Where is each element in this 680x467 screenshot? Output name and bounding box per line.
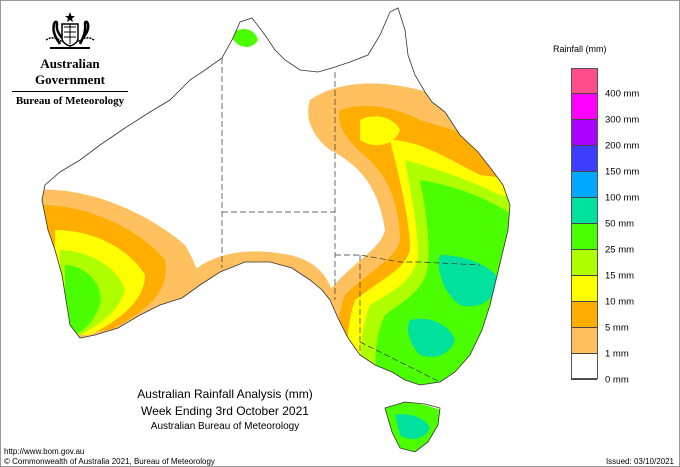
legend-swatch — [571, 328, 597, 354]
legend-swatch — [571, 302, 597, 328]
legend-label: 100 mm — [605, 192, 640, 204]
map-subtitle: Week Ending 3rd October 2021 — [141, 404, 309, 418]
legend-label: 400 mm — [605, 88, 640, 100]
legend-label: 0 mm — [605, 374, 629, 386]
agency-name: Bureau of Meteorology — [15, 95, 125, 107]
legend-swatch — [571, 68, 597, 94]
map-source: Australian Bureau of Meteorology — [150, 421, 300, 432]
org-name: Australian Government — [34, 56, 106, 87]
map-title: Australian Rainfall Analysis (mm) — [137, 387, 313, 401]
legend-swatch — [571, 224, 597, 250]
coastline — [41, 7, 511, 453]
issued-date: Issued: 03/10/2021 — [605, 457, 674, 466]
legend-label: 50 mm — [605, 218, 635, 230]
bom-logo: Australian Government Bureau of Meteorol… — [10, 10, 130, 107]
legend-label: 150 mm — [605, 166, 640, 178]
legend-swatch — [571, 198, 597, 224]
copyright-text: © Commonwealth of Australia 2021, Bureau… — [4, 457, 215, 466]
legend-swatch — [571, 354, 597, 380]
legend-swatch — [571, 120, 597, 146]
coat-of-arms-icon — [45, 12, 95, 49]
legend-label: 15 mm — [605, 270, 635, 282]
logo-divider — [12, 91, 128, 92]
legend-label: 25 mm — [605, 244, 635, 256]
legend-label: 300 mm — [605, 114, 640, 126]
website-link[interactable]: http://www.bom.gov.au — [4, 447, 85, 456]
legend-title: Rainfall (mm) — [553, 44, 607, 54]
legend-swatch — [571, 276, 597, 302]
legend-label: 200 mm — [605, 140, 640, 152]
legend-label: 5 mm — [605, 322, 629, 334]
legend-swatch — [571, 146, 597, 172]
state-borders — [221, 58, 481, 383]
legend-label: 1 mm — [605, 348, 629, 360]
legend-swatch — [571, 250, 597, 276]
rainfall-map — [41, 7, 511, 453]
legend-label: 10 mm — [605, 296, 635, 308]
legend-swatch — [571, 172, 597, 198]
legend-swatch — [571, 94, 597, 120]
